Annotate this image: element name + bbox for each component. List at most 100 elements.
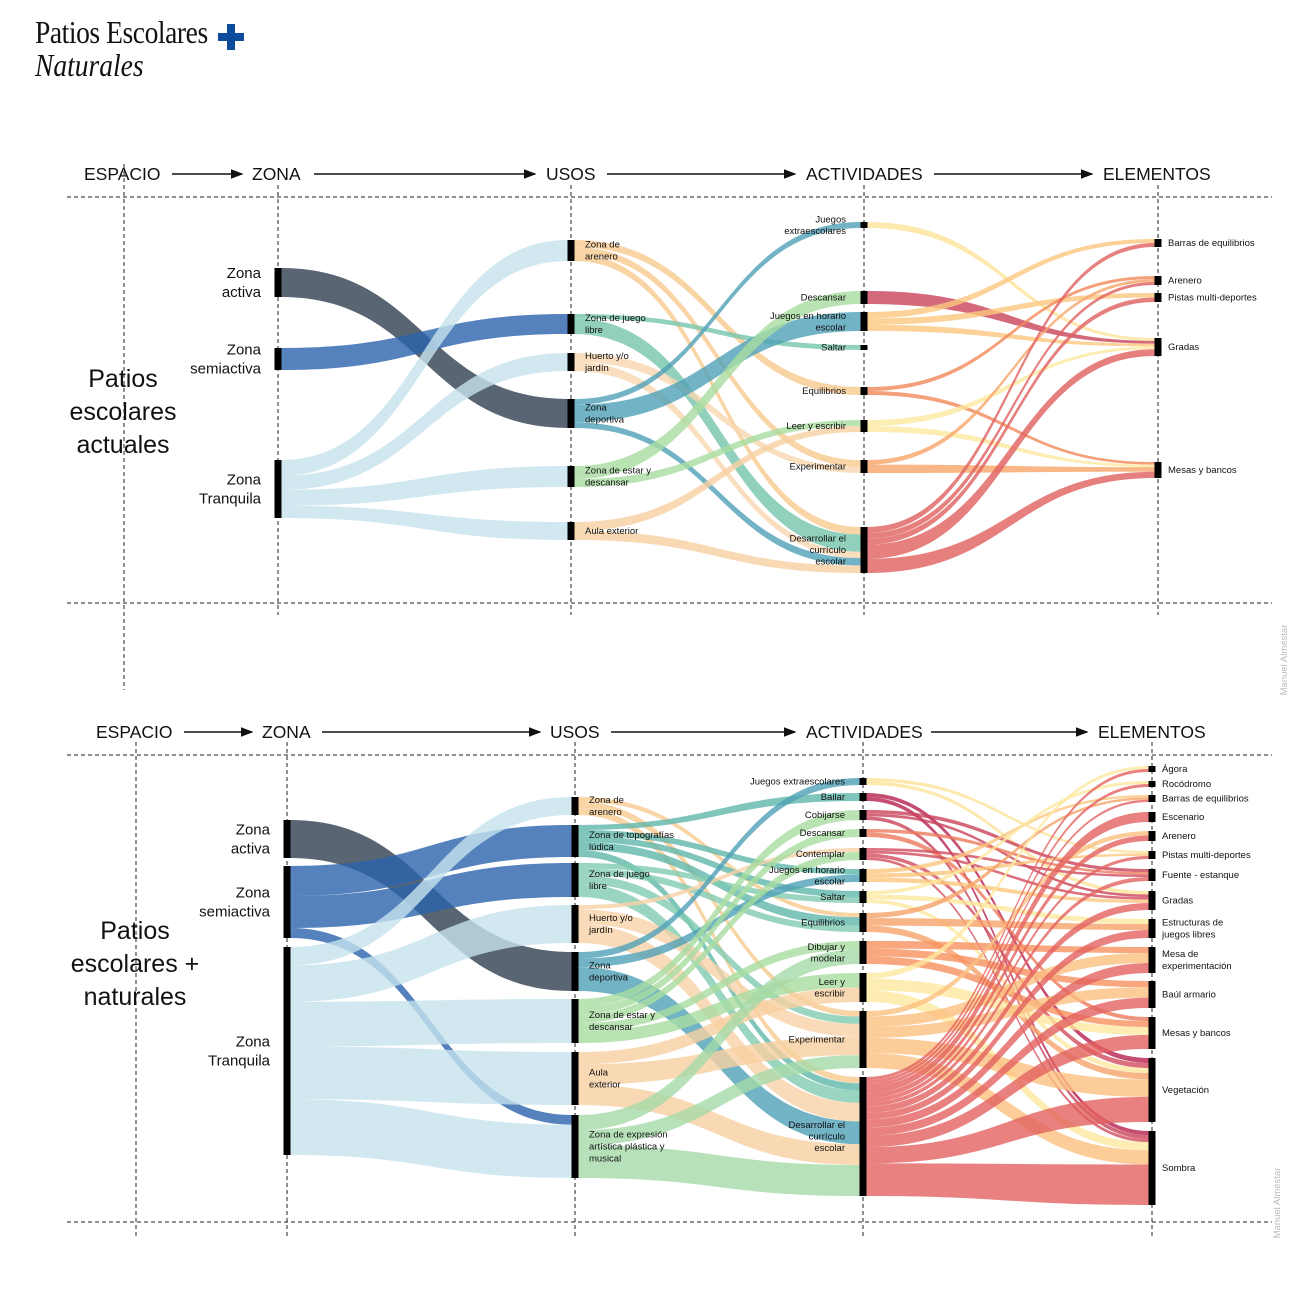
flow-link-a_curric-e_mesas bbox=[866, 1035, 1149, 1148]
uso-node-u_aren bbox=[567, 240, 575, 261]
elemento-label: Gradas bbox=[1168, 342, 1199, 353]
flow-link-a_equil-e_barras bbox=[866, 797, 1149, 919]
uso-label: Zona de topografías lúdica bbox=[589, 830, 674, 853]
uso-node-u_dep bbox=[567, 399, 575, 428]
actividad-node-a_horario bbox=[859, 869, 867, 882]
actividad-label: Leer y escribir bbox=[786, 421, 846, 432]
elemento-label: Baúl armario bbox=[1162, 990, 1216, 1001]
flow-link-u_huerto-a_exper bbox=[574, 353, 861, 473]
actividad-label: Saltar bbox=[820, 892, 845, 903]
flow-link-u_estar-a_dibujar bbox=[578, 941, 860, 1031]
links bbox=[290, 766, 1149, 1205]
flow-link-a_exper-e_mesas bbox=[867, 464, 1155, 473]
elemento-node-e_veg bbox=[1148, 1058, 1156, 1122]
actividad-node-a_curric bbox=[860, 527, 868, 573]
elemento-node-e_pistas bbox=[1154, 293, 1162, 302]
uso-node-u_libre bbox=[567, 314, 575, 334]
actividad-node-a_dibujar bbox=[859, 941, 867, 964]
uso-label: Zona de estar y descansar bbox=[589, 1010, 655, 1033]
header-espacio: ESPACIO bbox=[96, 722, 173, 742]
flow-link-z_tranq-u_aren bbox=[290, 797, 572, 966]
actividad-label: Desarrollar el currículo escolar bbox=[790, 534, 847, 568]
flow-link-u_estar-a_desc bbox=[574, 291, 861, 480]
flow-link-z_semi-u_libre bbox=[281, 314, 568, 370]
flow-link-a_curric-e_sombra bbox=[866, 1163, 1149, 1205]
uso-label: Zona de estar y descansar bbox=[585, 466, 651, 489]
uso-node-u_estar bbox=[571, 999, 579, 1043]
flow-link-a_curric-e_baul bbox=[866, 997, 1149, 1136]
flow-link-a_desc-e_gradas bbox=[867, 291, 1155, 344]
flow-link-u_estar-a_contem bbox=[578, 852, 860, 1023]
actividad-node-a_contem bbox=[859, 848, 867, 860]
uso-node-u_aren bbox=[571, 797, 579, 815]
uso-node-u_huerto bbox=[571, 905, 579, 943]
elemento-node-e_mesaexp bbox=[1148, 947, 1156, 973]
elemento-node-e_aren bbox=[1154, 276, 1162, 285]
flow-link-a_curric-e_aren bbox=[866, 835, 1149, 1099]
header-elementos: ELEMENTOS bbox=[1098, 722, 1206, 742]
elemento-label: Vegetación bbox=[1162, 1085, 1209, 1096]
flow-link-a_exper-e_sombra bbox=[866, 1052, 1149, 1165]
elemento-label: Pistas multi-deportes bbox=[1162, 850, 1251, 861]
elemento-label: Mesas y bancos bbox=[1162, 1028, 1231, 1039]
flow-link-a_curric-e_pistas bbox=[867, 297, 1155, 545]
elemento-node-e_sombra bbox=[1148, 1131, 1156, 1205]
flow-link-z_tranq-u_aula bbox=[281, 505, 568, 540]
zone-node-z_semi bbox=[274, 348, 282, 370]
actividad-node-a_leer bbox=[859, 973, 867, 1002]
flow-link-a_extra-e_pistas bbox=[866, 778, 1149, 854]
elemento-node-e_barras bbox=[1154, 239, 1162, 247]
flow-link-a_curric-e_agora bbox=[866, 769, 1149, 1081]
flow-link-u_aren-a_curric bbox=[578, 808, 860, 1084]
flow-link-a_horario-e_barras bbox=[866, 795, 1149, 874]
flow-link-a_curric-e_veg bbox=[866, 1096, 1149, 1164]
zone-label: Zona Tranquila bbox=[199, 472, 262, 508]
uso-label: Zona de arenero bbox=[589, 795, 624, 818]
flow-link-u_libre-a_saltar bbox=[574, 314, 861, 350]
flow-link-z_tranq-u_huerto bbox=[290, 905, 572, 1002]
flow-link-u_aren-a_equil bbox=[578, 797, 860, 918]
flow-link-a_contem-e_gradas bbox=[866, 850, 1149, 900]
elemento-label: Rocódromo bbox=[1162, 779, 1211, 790]
header-zona: ZONA bbox=[252, 164, 301, 184]
actividad-node-a_cobij bbox=[859, 810, 867, 820]
actividad-label: Descansar bbox=[800, 828, 845, 839]
uso-label: Zona de expresión artística plástica y mus… bbox=[589, 1130, 668, 1165]
actividad-label: Juegos extraescolares bbox=[750, 777, 845, 788]
flow-link-u_huerto-a_contem bbox=[578, 848, 860, 910]
flow-link-z_tranq-u_estar bbox=[290, 999, 572, 1047]
flow-link-a_cobij-e_fuente bbox=[866, 810, 1149, 873]
zone-node-z_tranq bbox=[274, 460, 282, 518]
actividad-node-a_exper bbox=[860, 460, 868, 473]
zone-node-z_act bbox=[274, 268, 282, 297]
actividad-label: Cobijarse bbox=[805, 810, 845, 821]
flow-link-u_expr-a_curric bbox=[578, 1145, 860, 1196]
flow-link-u_libre-a_exper bbox=[578, 875, 860, 1024]
flow-link-u_aren-a_equil bbox=[574, 240, 861, 395]
elemento-label: Sombra bbox=[1162, 1163, 1196, 1174]
uso-node-u_aula bbox=[571, 1052, 579, 1105]
watermark: Manuel Alméstar bbox=[1272, 1168, 1283, 1239]
watermark: Manuel Alméstar bbox=[1279, 625, 1290, 696]
links bbox=[281, 222, 1155, 573]
actividad-node-a_bailar bbox=[859, 793, 867, 801]
flow-link-u_dep-a_extra bbox=[574, 222, 861, 405]
actividad-label: Equilibrios bbox=[801, 918, 845, 929]
elemento-node-e_barras bbox=[1148, 795, 1156, 802]
flow-link-u_libre-a_curric bbox=[574, 318, 861, 552]
flow-link-a_curric-e_pistas bbox=[866, 855, 1149, 1103]
elemento-node-e_gradas bbox=[1154, 338, 1162, 356]
uso-node-u_aula bbox=[567, 522, 575, 540]
flow-link-a_curric-e_barras bbox=[867, 243, 1155, 533]
elemento-node-e_aren bbox=[1148, 831, 1156, 841]
flow-link-u_dep-a_horario bbox=[574, 312, 861, 423]
flow-link-a_leer-e_agora bbox=[866, 766, 1149, 979]
header-actividades: ACTIVIDADES bbox=[806, 722, 923, 742]
flow-link-a_curric-e_estruct bbox=[866, 930, 1149, 1120]
elemento-label: Estructuras de juegos libres bbox=[1161, 918, 1223, 941]
plus-icon bbox=[218, 24, 244, 50]
flow-link-a_curric-e_mesas bbox=[867, 471, 1155, 573]
uso-label: Zona de juego libre bbox=[589, 869, 650, 892]
uso-label: Aula exterior bbox=[585, 526, 638, 537]
flow-link-a_curric-e_fuente bbox=[866, 877, 1149, 1107]
